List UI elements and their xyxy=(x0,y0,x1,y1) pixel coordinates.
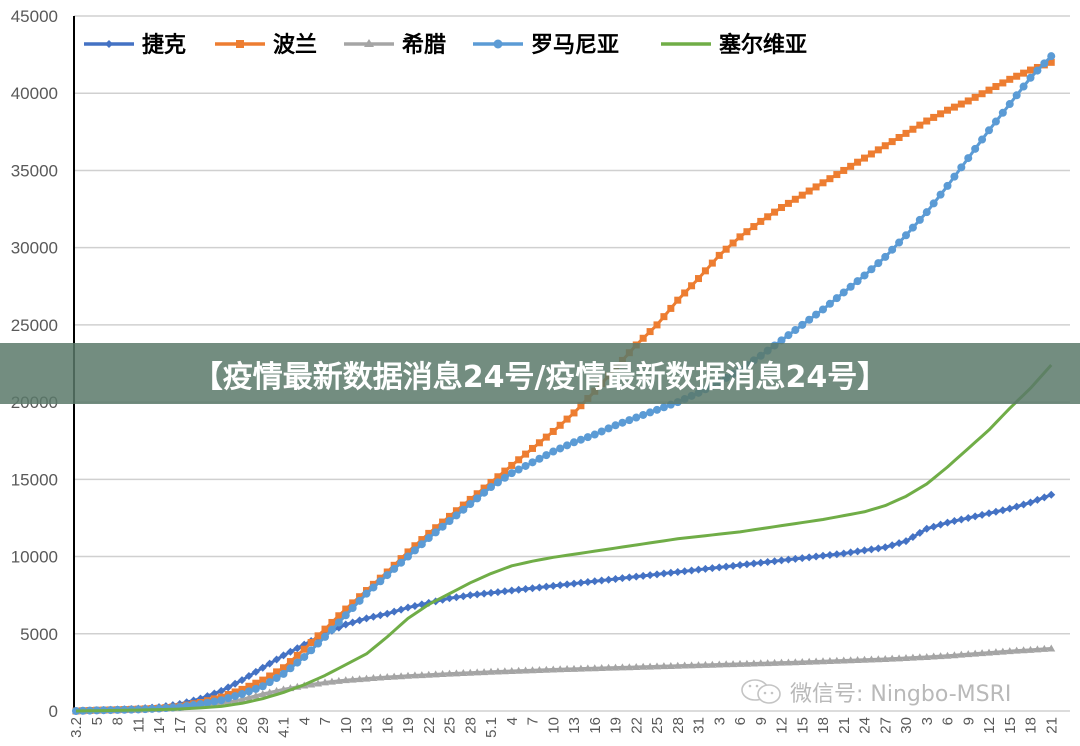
x-tick-label: 7 xyxy=(317,717,334,725)
x-tick-label: 4 xyxy=(504,717,521,725)
legend-item: 波兰 xyxy=(215,32,317,58)
x-tick-label: 12 xyxy=(774,717,791,734)
x-tick-label: 16 xyxy=(587,717,604,734)
x-tick-label: 7 xyxy=(525,717,542,725)
y-tick-label: 45000 xyxy=(11,7,58,26)
x-tick-label: 3 xyxy=(711,717,728,725)
series-lines xyxy=(72,52,1056,715)
legend-item: 希腊 xyxy=(344,32,446,58)
legend-label: 罗马尼亚 xyxy=(531,33,619,58)
x-tick-label: 31 xyxy=(691,717,708,734)
y-tick-label: 5000 xyxy=(20,625,58,644)
y-tick-label: 25000 xyxy=(11,316,58,335)
legend-label: 波兰 xyxy=(273,32,317,58)
series-塞尔维亚 xyxy=(75,364,1053,713)
x-tick-label: 9 xyxy=(753,717,770,725)
y-tick-label: 10000 xyxy=(11,548,58,567)
x-tick-label: 10 xyxy=(338,717,355,734)
x-tick-label: 18 xyxy=(1023,717,1040,734)
x-tick-label: 26 xyxy=(234,717,251,734)
x-tick-label: 6 xyxy=(940,717,957,725)
x-tick-label: 20 xyxy=(193,717,210,734)
x-tick-label: 28 xyxy=(670,717,687,734)
x-tick-label: 16 xyxy=(379,717,396,734)
legend-label: 塞尔维亚 xyxy=(719,32,807,58)
legend-item: 捷克 xyxy=(84,32,186,58)
legend-label: 希腊 xyxy=(402,32,446,58)
y-tick-label: 0 xyxy=(49,702,58,721)
legend-label: 捷克 xyxy=(142,32,186,58)
x-tick-label: 5.1 xyxy=(483,717,500,738)
title-banner: 【疫情最新数据消息24号/疫情最新数据消息24号】 xyxy=(0,343,1080,404)
x-tick-label: 23 xyxy=(213,717,230,734)
y-axis-ticks: 0500010000150002000025000300003500040000… xyxy=(11,7,58,721)
x-tick-label: 19 xyxy=(608,717,625,734)
x-tick-label: 18 xyxy=(815,717,832,734)
y-tick-label: 40000 xyxy=(11,84,58,103)
wechat-icon xyxy=(741,679,781,704)
y-tick-label: 35000 xyxy=(11,161,58,180)
x-axis-ticks: 3.2 5 8 11 14 17 20 23 26 29 4.1 4 7 10 13 16 19 22 25 28 5.… xyxy=(68,717,1060,738)
x-tick-label: 10 xyxy=(545,717,562,734)
x-tick-label: 9 xyxy=(960,717,977,725)
x-tick-label: 5 xyxy=(89,717,106,725)
x-tick-label: 21 xyxy=(1043,717,1060,734)
x-tick-label: 4.1 xyxy=(276,717,293,738)
x-tick-label: 3 xyxy=(919,717,936,725)
x-tick-label: 19 xyxy=(400,717,417,734)
y-tick-label: 30000 xyxy=(11,239,58,258)
x-tick-label: 27 xyxy=(877,717,894,734)
legend: 捷克 波兰 希腊 罗马尼亚 塞尔维亚 xyxy=(84,32,807,58)
x-tick-label: 15 xyxy=(1002,717,1019,734)
x-tick-label: 6 xyxy=(732,717,749,725)
x-tick-label: 21 xyxy=(836,717,853,734)
x-tick-label: 22 xyxy=(421,717,438,734)
banner-text: 【疫情最新数据消息24号/疫情最新数据消息24号】 xyxy=(192,359,888,395)
x-tick-label: 29 xyxy=(255,717,272,734)
x-tick-label: 15 xyxy=(794,717,811,734)
legend-item: 罗马尼亚 xyxy=(473,33,619,58)
x-tick-label: 13 xyxy=(566,717,583,734)
x-tick-label: 17 xyxy=(172,717,189,734)
legend-item: 塞尔维亚 xyxy=(661,32,807,58)
x-tick-label: 3.2 xyxy=(68,717,85,738)
x-tick-label: 24 xyxy=(857,717,874,734)
watermark-text: 微信号: Ningbo-MSRI xyxy=(790,682,1012,707)
x-tick-label: 28 xyxy=(462,717,479,734)
x-tick-label: 30 xyxy=(898,717,915,734)
x-tick-label: 25 xyxy=(649,717,666,734)
x-tick-label: 13 xyxy=(359,717,376,734)
x-tick-label: 14 xyxy=(151,717,168,734)
x-tick-label: 12 xyxy=(981,717,998,734)
x-tick-label: 8 xyxy=(110,717,127,725)
x-tick-label: 25 xyxy=(442,717,459,734)
y-tick-label: 15000 xyxy=(11,470,58,489)
x-tick-label: 22 xyxy=(628,717,645,734)
x-tick-label: 4 xyxy=(296,717,313,725)
x-tick-label: 11 xyxy=(130,717,147,733)
watermark: 微信号: Ningbo-MSRI xyxy=(740,676,1011,708)
